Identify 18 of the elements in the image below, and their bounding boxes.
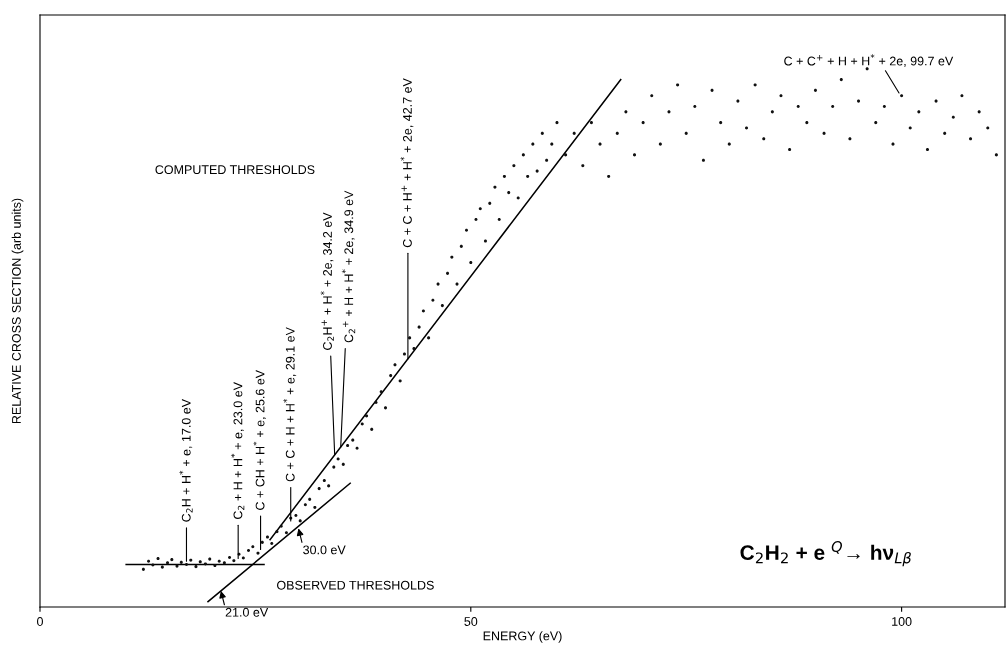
annotation: C + CH + H$^{*}$ + e, 25.6 eV	[253, 369, 266, 510]
annotation: COMPUTED THRESHOLDS	[155, 165, 315, 175]
annotation: C + C$^{+}$ + H + H$^{*}$ + 2e, 99.7 eV	[784, 54, 954, 67]
annotation: C$_{2}$H + H$^{*}$ + e, 17.0 eV	[179, 398, 193, 522]
annotation: C$_{2}$H$^{+}$ + H$^{*}$ + 2e, 34.2 eV	[320, 212, 334, 350]
annotation: 21.0 eV	[225, 607, 269, 617]
x-tick-label: 50	[464, 617, 478, 626]
annotation: 30.0 eV	[303, 545, 346, 555]
y-axis-title: RELATIVE CROSS SECTION (arb units)	[11, 198, 24, 424]
annotation: C$_{2}$$^{+}$ + H + H$^{*}$ + 2e, 34.9 eV	[341, 190, 356, 343]
annotation: OBSERVED THRESHOLDS	[277, 580, 434, 590]
annotation: C + C + H$^{+}$ + H$^{*}$ + 2e, 42.7 eV	[400, 78, 414, 248]
annotation: C$_{2}$ + H + H$^{*}$ + e, 23.0 eV	[230, 382, 245, 520]
x-axis-title: ENERGY (eV)	[483, 631, 562, 643]
annotation: C$_{2}$H$_{2}$ + e $^{Q}$→ hν$_{Lβ}$	[740, 541, 911, 567]
annotation: C + C + H + H$^{*}$ + e, 29.1 eV	[283, 327, 297, 482]
x-tick-label: 0	[37, 617, 43, 626]
x-tick-label: 100	[892, 617, 912, 626]
